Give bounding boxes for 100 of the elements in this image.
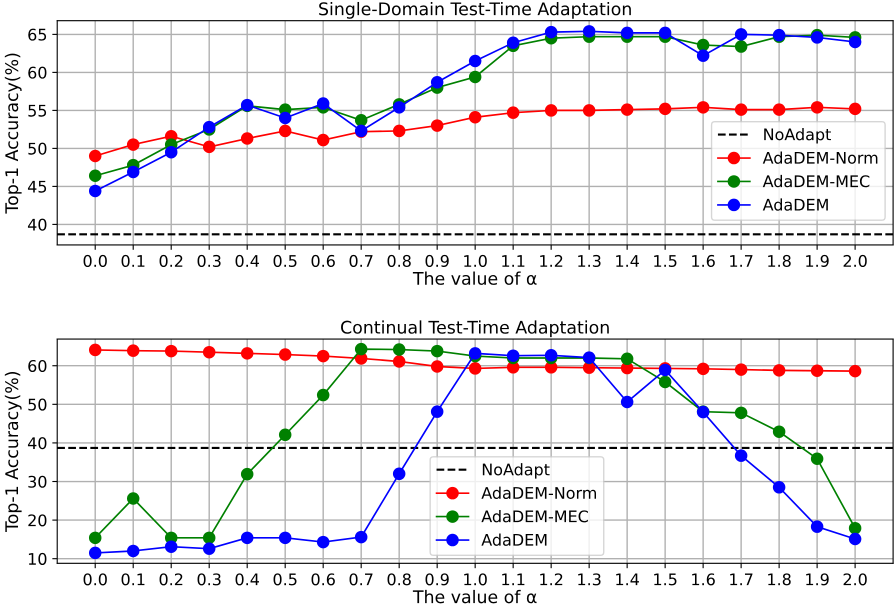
point xyxy=(468,347,482,360)
point xyxy=(582,25,596,38)
x-tick-label: 0.5 xyxy=(274,254,296,268)
x-axis-title: The value of α xyxy=(412,272,537,285)
point xyxy=(848,364,862,378)
point xyxy=(316,388,330,402)
x-tick-label: 0.7 xyxy=(350,573,373,586)
point xyxy=(468,110,482,124)
legend-label: AdaDEM xyxy=(481,533,546,546)
x-tick-label: 1.6 xyxy=(692,573,715,586)
chart-title: Continual Test-Time Adaptation xyxy=(341,320,609,338)
point xyxy=(848,36,862,48)
x-tick-label: 0.0 xyxy=(84,573,107,586)
point xyxy=(696,362,710,376)
point xyxy=(88,150,102,162)
point xyxy=(430,76,444,89)
x-tick-label: 1.2 xyxy=(540,254,562,267)
x-tick-label: 1.4 xyxy=(616,574,639,586)
point xyxy=(772,364,786,377)
x-tick-label: 1.0 xyxy=(464,254,487,268)
legend-label: NoAdapt xyxy=(482,463,550,479)
point xyxy=(544,349,558,362)
x-tick-label: 1.7 xyxy=(730,255,752,267)
point xyxy=(202,140,216,154)
x-tick-label: 0.2 xyxy=(160,573,182,586)
x-tick-label: 0.1 xyxy=(122,573,144,586)
point xyxy=(88,170,102,182)
point xyxy=(88,546,102,560)
point xyxy=(316,536,330,548)
y-tick-label: 65 xyxy=(28,28,46,41)
y-axis-title: Top-1 Accuracy(%) xyxy=(4,54,22,214)
y-tick-label: 60 xyxy=(28,66,46,79)
point xyxy=(354,342,368,356)
point xyxy=(468,70,482,84)
x-axis-title: The value of α xyxy=(412,590,537,604)
point xyxy=(240,468,254,480)
x-tick-label: 1.3 xyxy=(578,254,601,268)
point xyxy=(772,425,786,438)
point xyxy=(848,522,862,534)
point xyxy=(848,532,862,546)
x-tick-label: 0.8 xyxy=(388,254,411,268)
point xyxy=(392,468,406,480)
x-tick-label: 1.3 xyxy=(578,573,601,586)
point xyxy=(620,396,634,408)
legend-label: AdaDEM-MEC xyxy=(762,174,870,188)
point xyxy=(696,38,710,52)
point xyxy=(392,101,406,114)
point xyxy=(126,492,140,505)
x-tick-label: 1.1 xyxy=(502,574,524,586)
point xyxy=(126,344,140,357)
point xyxy=(468,362,482,375)
point xyxy=(88,344,102,356)
point xyxy=(126,138,140,151)
point xyxy=(88,184,102,198)
point xyxy=(240,532,254,544)
y-tick-label: 50 xyxy=(28,398,46,411)
y-tick-label: 40 xyxy=(28,218,46,231)
x-tick-label: 1.1 xyxy=(502,255,524,267)
point xyxy=(544,104,558,117)
point xyxy=(544,26,558,38)
point xyxy=(392,355,406,368)
x-tick-label: 2.0 xyxy=(844,573,867,586)
point xyxy=(202,346,216,358)
point xyxy=(506,36,520,49)
y-tick-label: 40 xyxy=(28,437,46,450)
point xyxy=(506,106,520,119)
point xyxy=(202,120,216,134)
point xyxy=(658,376,672,388)
point xyxy=(506,349,520,362)
legend-label: AdaDEM xyxy=(762,198,828,211)
legend-label: AdaDEM-MEC xyxy=(481,510,588,522)
point xyxy=(734,103,748,116)
x-tick-label: 0.6 xyxy=(312,254,335,268)
point xyxy=(354,114,368,127)
point xyxy=(164,146,178,158)
point xyxy=(848,102,862,116)
point xyxy=(126,544,140,558)
point xyxy=(278,532,292,544)
point xyxy=(734,406,748,420)
point xyxy=(202,532,216,544)
y-tick-label: 60 xyxy=(28,360,46,372)
point xyxy=(658,26,672,40)
x-tick-label: 0.7 xyxy=(350,254,373,268)
x-tick-label: 1.2 xyxy=(540,573,562,586)
x-tick-label: 1.4 xyxy=(616,255,639,267)
point xyxy=(316,97,330,110)
point xyxy=(430,119,444,132)
point xyxy=(278,124,292,138)
x-tick-label: 1.6 xyxy=(692,254,715,268)
point xyxy=(734,449,748,462)
point xyxy=(164,344,178,358)
point xyxy=(354,530,368,544)
point xyxy=(316,134,330,146)
point xyxy=(734,363,748,376)
x-tick-label: 0.2 xyxy=(160,254,182,268)
point xyxy=(696,49,710,62)
point xyxy=(810,101,824,114)
point xyxy=(810,364,824,377)
x-tick-label: 0.3 xyxy=(198,254,221,268)
point xyxy=(772,481,786,494)
